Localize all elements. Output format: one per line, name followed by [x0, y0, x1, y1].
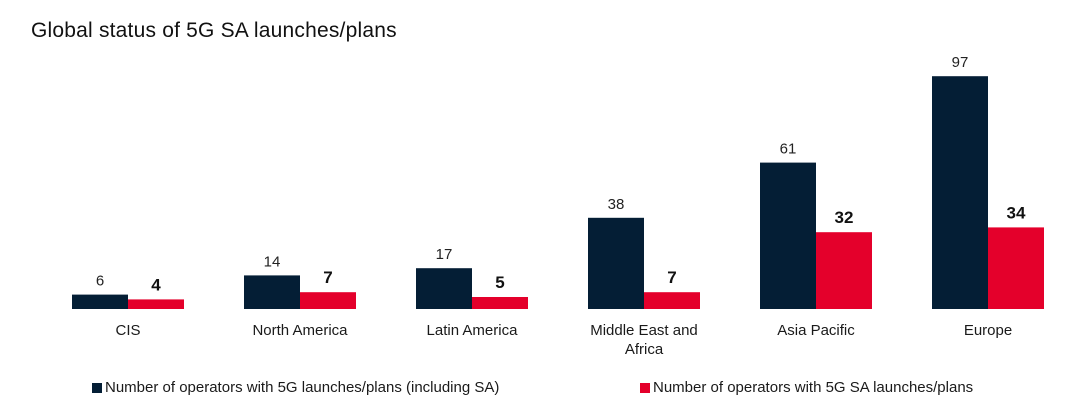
bar-latin-america-sa: [472, 297, 528, 309]
bar-north-america-sa: [300, 292, 356, 309]
category-label-line: North America: [252, 322, 348, 339]
value-label-asia-pacific-sa: 32: [835, 208, 854, 227]
bars-layer: [72, 76, 1044, 309]
value-label-latin-america-all-5g: 17: [436, 246, 453, 263]
value-label-europe-all-5g: 97: [952, 54, 969, 71]
chart-title: Global status of 5G SA launches/plans: [31, 19, 397, 42]
value-label-middle-east-and-africa-all-5g: 38: [608, 196, 625, 213]
category-label-middle-east-and-africa: Middle East and Africa: [590, 322, 698, 358]
bar-cis-sa: [128, 299, 184, 309]
bar-europe-all-5g: [932, 76, 988, 309]
bar-chart: 6 4 14 7 17 5 38 7 61 32 97 34 CIS North America Lati…: [72, 54, 1044, 358]
bar-europe-sa: [988, 227, 1044, 309]
value-label-cis-all-5g: 6: [96, 273, 104, 290]
legend-swatch-all-5g: [92, 382, 102, 393]
value-label-north-america-sa: 7: [323, 268, 332, 287]
legend-label-all-5g: Number of operators with 5G launches/pla…: [105, 379, 500, 396]
legend-item-all-5g: Number of operators with 5G launches/pla…: [92, 379, 499, 396]
bar-middle-east-and-africa-sa: [644, 292, 700, 309]
bar-middle-east-and-africa-all-5g: [588, 217, 644, 309]
category-label-cis: CIS: [115, 322, 140, 339]
category-label-line: Europe: [964, 322, 1012, 339]
legend-label-sa: Number of operators with 5G SA launches/…: [653, 379, 974, 396]
value-label-asia-pacific-all-5g: 61: [780, 141, 797, 158]
value-label-north-america-all-5g: 14: [264, 253, 281, 270]
category-label-latin-america: Latin America: [427, 322, 519, 339]
category-label-line: Middle East and: [590, 322, 698, 339]
value-label-middle-east-and-africa-sa: 7: [667, 268, 676, 287]
bar-cis-all-5g: [72, 294, 128, 309]
category-label-line: CIS: [115, 322, 140, 339]
category-label-north-america: North America: [252, 322, 348, 339]
category-label-asia-pacific: Asia Pacific: [777, 322, 855, 339]
category-label-europe: Europe: [964, 322, 1012, 339]
value-label-europe-sa: 34: [1007, 203, 1026, 222]
bar-asia-pacific-sa: [816, 232, 872, 309]
category-label-line: Africa: [625, 341, 664, 358]
category-labels-layer: CIS North America Latin America Middle East…: [115, 322, 1012, 358]
value-label-latin-america-sa: 5: [495, 273, 504, 292]
category-label-line: Asia Pacific: [777, 322, 855, 339]
bar-asia-pacific-all-5g: [760, 162, 816, 309]
category-label-line: Latin America: [427, 322, 519, 339]
bar-north-america-all-5g: [244, 275, 300, 309]
value-label-cis-sa: 4: [151, 275, 161, 294]
value-labels-layer: 6 4 14 7 17 5 38 7 61 32 97 34: [96, 54, 1026, 294]
legend-item-sa: Number of operators with 5G SA launches/…: [640, 379, 973, 396]
legend-swatch-sa: [640, 382, 650, 393]
bar-latin-america-all-5g: [416, 268, 472, 309]
